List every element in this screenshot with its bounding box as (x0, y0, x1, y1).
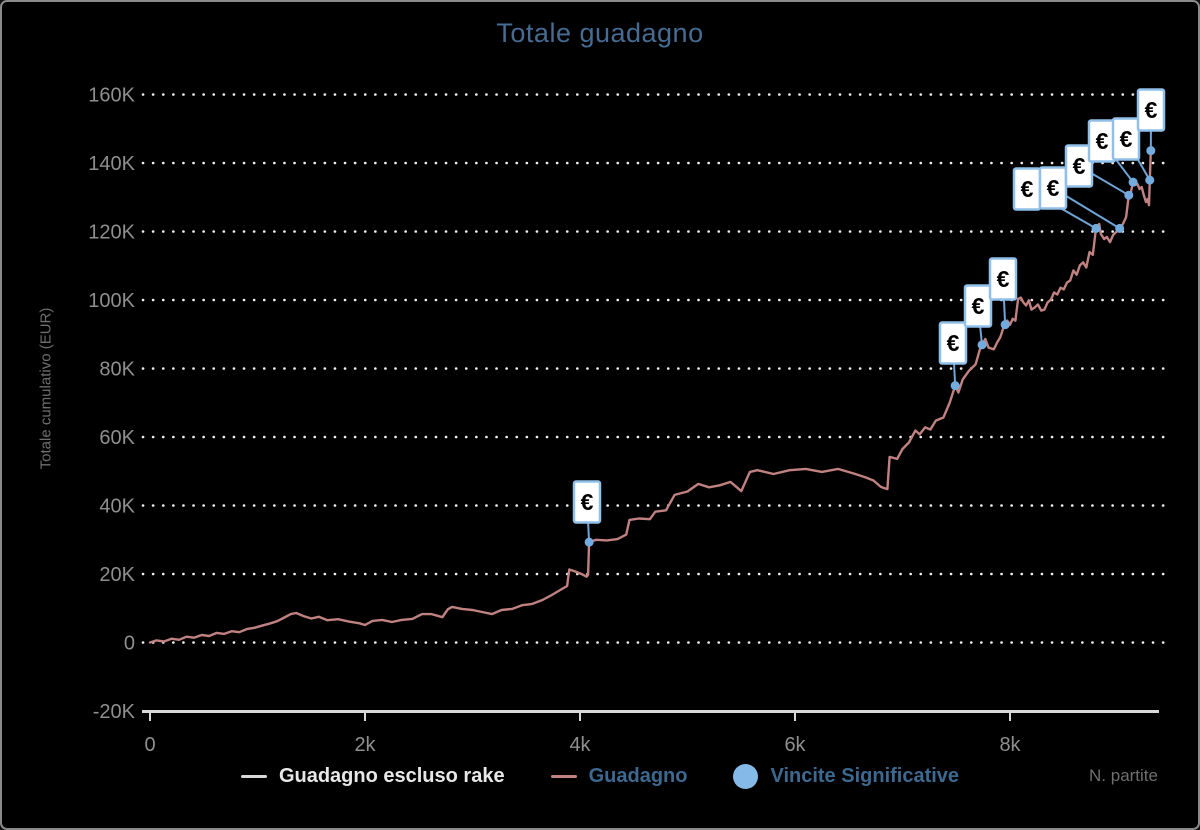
euro-badge (938, 321, 968, 365)
page-title: Totale guadagno (496, 18, 704, 48)
euro-icon: € (581, 489, 594, 515)
y-tick-label: 80K (99, 359, 135, 381)
euro-icon: € (1047, 175, 1060, 201)
x-axis-title: N. partite (1089, 766, 1158, 785)
legend-label: Vincite Significative (770, 765, 960, 787)
win-dot (977, 340, 987, 350)
x-tick-label: 6k (784, 734, 806, 756)
euro-badge (988, 257, 1018, 301)
euro-icon: € (1120, 126, 1133, 152)
euro-icon: € (997, 266, 1010, 292)
x-tick-label: 2k (354, 734, 376, 756)
win-dot (1115, 223, 1125, 233)
win-dot (1124, 190, 1134, 200)
euro-icon: € (1096, 128, 1109, 154)
x-tick-label: 0 (144, 734, 155, 756)
dot-swatch-icon (733, 764, 759, 789)
legend-label: Guadagno escluso rake (278, 765, 505, 787)
line-swatch-icon (240, 775, 267, 778)
legend-item-significant-wins[interactable]: Vincite Significative (733, 764, 959, 789)
y-tick-label: 60K (99, 427, 135, 449)
y-tick-label: -20K (93, 701, 136, 723)
y-axis-title: Totale cumulativo (EUR) (37, 307, 55, 470)
legend-item-gain[interactable]: Guadagno (550, 765, 688, 788)
win-dot (1146, 146, 1156, 156)
euro-icon: € (1145, 97, 1158, 123)
gain-line (148, 145, 1153, 644)
euro-icon: € (947, 330, 960, 356)
euro-badge (963, 284, 993, 328)
significant-win-marker[interactable]: € (963, 284, 993, 350)
line-swatch-icon (550, 775, 577, 778)
legend-item-gain-excl-rake[interactable]: Guadagno escluso rake (240, 765, 505, 788)
significant-win-marker[interactable]: € (1087, 119, 1138, 187)
y-tick-label: 40K (99, 496, 135, 518)
euro-badge (1111, 117, 1141, 161)
y-tick-label: 100K (88, 290, 135, 312)
significant-win-marker[interactable]: € (1038, 166, 1125, 233)
significant-win-marker[interactable]: € (1136, 88, 1166, 156)
x-tick-label: 8k (999, 734, 1021, 756)
win-dot (950, 381, 960, 391)
euro-badge (1064, 144, 1094, 188)
y-tick-label: 0 (124, 633, 135, 655)
significant-win-marker[interactable]: € (988, 257, 1018, 330)
significant-win-marker[interactable]: € (1111, 117, 1155, 185)
chart-legend: Guadagno escluso rake Guadagno Vincite S… (2, 764, 1198, 789)
euro-badge (572, 480, 602, 524)
win-dot (1091, 223, 1101, 233)
win-dot (1145, 175, 1155, 185)
significant-win-marker[interactable]: € (1064, 144, 1134, 200)
win-dot (584, 537, 594, 547)
x-tick-label: 4k (569, 734, 591, 756)
euro-badge (1038, 166, 1068, 210)
euro-icon: € (1021, 176, 1034, 202)
significant-win-marker[interactable]: € (572, 480, 602, 547)
y-tick-label: 140K (88, 153, 135, 175)
y-tick-label: 20K (99, 564, 135, 586)
win-dot (1000, 320, 1010, 330)
legend-label: Guadagno (588, 765, 688, 787)
euro-icon: € (972, 293, 985, 319)
euro-icon: € (1073, 153, 1086, 179)
significant-win-marker[interactable]: € (938, 321, 968, 391)
win-dot (1128, 177, 1138, 187)
euro-badge (1136, 88, 1166, 132)
y-tick-label: 160K (88, 85, 135, 107)
y-tick-label: 120K (88, 222, 135, 244)
